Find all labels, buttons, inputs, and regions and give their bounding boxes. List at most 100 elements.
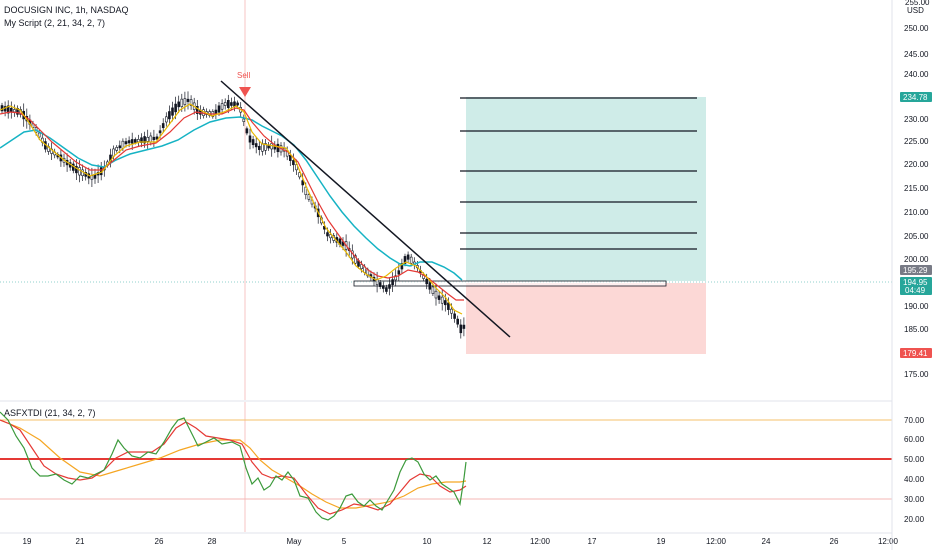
time-tick-label: 26 [155, 537, 164, 546]
candle-body [10, 107, 13, 113]
oscillator-pane [0, 411, 892, 521]
candle-body [381, 285, 385, 289]
candle-body [431, 286, 435, 294]
candle-body [189, 99, 193, 106]
candle-body [447, 302, 450, 310]
candle-body [75, 165, 78, 174]
price-tick-label: 215.00 [904, 184, 929, 193]
osc-tick-label: 70.00 [904, 416, 925, 425]
candle-body [440, 296, 444, 304]
price-tick-label: 240.00 [904, 70, 929, 79]
candle-body [248, 135, 252, 143]
candle-body [152, 136, 156, 140]
ema-slow-line [0, 116, 463, 281]
time-tick-label: 26 [830, 537, 839, 546]
candle-body [37, 132, 41, 138]
candle-body [406, 254, 410, 260]
sell-marker-icon [239, 87, 251, 97]
candle-body [214, 109, 218, 114]
entry-box[interactable] [353, 280, 667, 287]
candle-body [292, 160, 295, 166]
candle-body [391, 279, 394, 286]
oscillator-axis[interactable]: 70.00 60.00 50.00 40.00 30.00 20.00 [904, 416, 925, 524]
profit-zone [466, 97, 706, 281]
price-axis-currency: USD [907, 6, 924, 15]
candle-body [196, 106, 199, 114]
candle-body [428, 282, 432, 290]
ema-fast-line [0, 103, 463, 315]
sell-label: Sell [237, 71, 251, 80]
osc-green-line [0, 411, 467, 521]
time-tick-label: 12 [483, 537, 492, 546]
price-badge [900, 265, 932, 275]
candle-body [301, 180, 305, 186]
candle-body [400, 263, 404, 270]
time-tick-label: 24 [762, 537, 771, 546]
candle-body [443, 300, 447, 306]
price-badge-sublabel: 04:49 [905, 286, 926, 295]
candle-body [16, 107, 19, 115]
down-trendline[interactable] [220, 80, 511, 338]
candle-body [450, 308, 453, 314]
candle-body [165, 116, 168, 123]
candle-body [220, 103, 224, 110]
candle-body [186, 98, 190, 102]
candle-body [453, 313, 456, 319]
time-tick-label: 19 [657, 537, 666, 546]
candle-body [155, 136, 159, 140]
candle-body [127, 140, 131, 144]
candle-body [137, 139, 140, 143]
script-title: My Script (2, 21, 34, 2, 7) [4, 18, 106, 28]
candle-body [264, 143, 267, 151]
candle-body [158, 130, 162, 134]
price-badge-label: 195.29 [903, 266, 928, 275]
price-badge [900, 277, 932, 295]
osc-red-line [0, 419, 467, 515]
candle-body [180, 98, 184, 107]
candle-body [183, 98, 187, 105]
price-axis-top-label: 255.00 [905, 0, 930, 7]
time-tick-label: 10 [423, 537, 432, 546]
candle-body [161, 123, 165, 129]
candle-body [227, 100, 230, 108]
target-lines [460, 97, 697, 250]
osc-orange-line [0, 419, 467, 509]
price-axis[interactable]: 255.00USD250.00245.00240.00235.00230.002… [904, 0, 930, 379]
candle-body [149, 135, 153, 143]
candle-body [115, 147, 118, 151]
candle-body [403, 256, 407, 264]
candle-body [168, 111, 171, 120]
candle-body [385, 287, 388, 292]
price-tick-label: 205.00 [904, 232, 929, 241]
price-badge-label: 179.41 [903, 349, 928, 358]
loss-zone [466, 283, 706, 354]
candle-body [304, 186, 308, 195]
candle-body [174, 103, 177, 113]
candle-body [217, 105, 221, 113]
candle-body [233, 101, 236, 107]
time-tick-label: 21 [76, 537, 85, 546]
candle-body [326, 232, 329, 237]
candle-body [354, 255, 357, 264]
time-tick-label: 19 [23, 537, 32, 546]
time-tick-label: 5 [342, 537, 347, 546]
candle-body [6, 105, 10, 114]
candle-body [121, 140, 125, 149]
candle-body [378, 282, 382, 287]
time-tick-label: 12:00 [530, 537, 551, 546]
candle-body [245, 128, 249, 134]
candles-group [0, 91, 466, 339]
candle-body [456, 318, 460, 325]
candle-body [177, 101, 180, 108]
candle-body [171, 107, 174, 116]
candle-body [360, 264, 363, 270]
time-axis[interactable]: 19 21 26 28 May 5 10 12 12:00 17 19 12:00 24 26 12:00 [23, 537, 899, 546]
price-badge-label: 234.78 [903, 93, 928, 102]
osc-tick-label: 20.00 [904, 515, 925, 524]
time-tick-label: 28 [208, 537, 217, 546]
candle-body [254, 143, 258, 148]
candle-body [394, 275, 398, 281]
time-tick-label: 17 [588, 537, 597, 546]
